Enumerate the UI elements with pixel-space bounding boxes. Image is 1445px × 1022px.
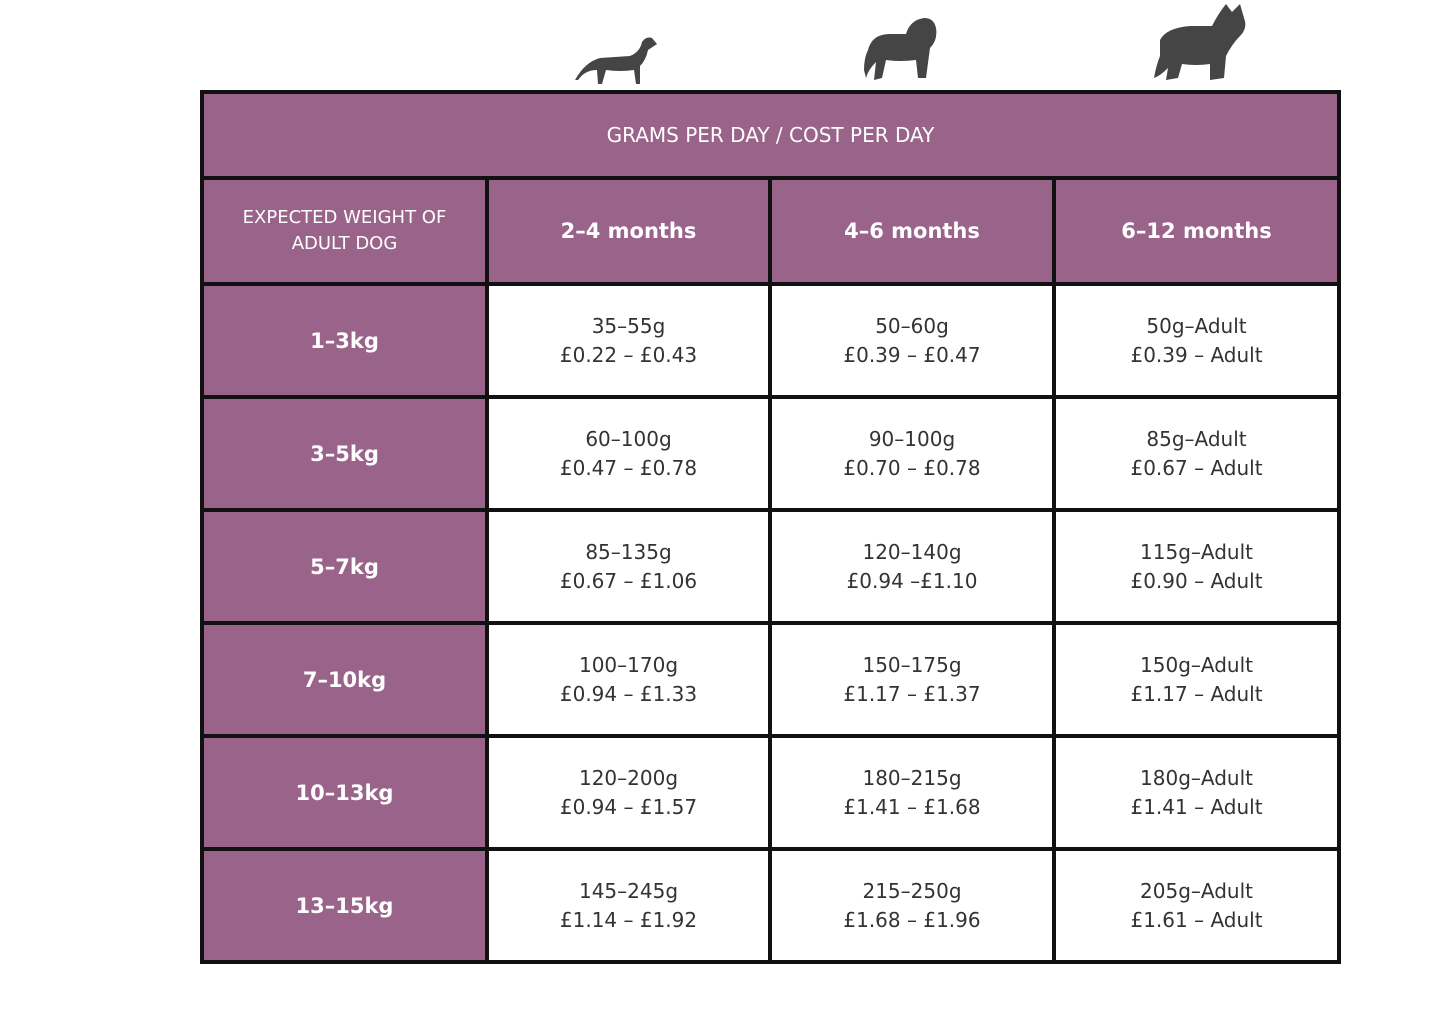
grams-per-day: 215–250g: [862, 878, 962, 903]
grams-per-day: 90–100g: [868, 426, 956, 451]
table-row: 7–10kg 100–170g £0.94 – £1.33 150–175g £1.17…: [200, 621, 1342, 738]
grams-per-day: 120–200g: [578, 765, 679, 790]
data-cell: 150–175g £1.17 – £1.37: [768, 621, 1056, 738]
data-cell: 205g–Adult £1.61 – Adult: [1051, 847, 1342, 964]
table-row: 13–15kg 145–245g £1.14 – £1.92 215–250g £1.6…: [200, 847, 1342, 964]
grams-per-day: 60–100g: [585, 426, 672, 451]
data-cell: 180–215g £1.41 – £1.68: [768, 734, 1056, 851]
cost-per-day: £1.61 – Adult: [1130, 907, 1263, 932]
grams-per-day: 100–170g: [578, 652, 679, 677]
bulldog-icon: [1154, 4, 1246, 80]
cost-per-day: £1.68 – £1.96: [843, 907, 981, 932]
grams-per-day: 180g–Adult: [1140, 765, 1253, 790]
cost-per-day: £1.14 – £1.92: [559, 907, 698, 932]
data-cell: 115g–Adult £0.90 – Adult: [1051, 508, 1342, 625]
grams-per-day: 120–140g: [862, 539, 962, 564]
grams-per-day: 150g–Adult: [1140, 652, 1253, 677]
data-cell: 60–100g £0.47 – £0.78: [485, 395, 772, 512]
row-label: 5–7kg: [200, 508, 489, 625]
data-cell: 85g–Adult £0.67 – Adult: [1051, 395, 1342, 512]
corner-header: EXPECTED WEIGHT OF ADULT DOG: [200, 176, 489, 286]
table-title: GRAMS PER DAY / COST PER DAY: [199, 90, 1342, 180]
grams-per-day: 205g–Adult: [1140, 878, 1253, 903]
data-cell: 215–250g £1.68 – £1.96: [768, 847, 1056, 964]
table-row: 10–13kg 120–200g £0.94 – £1.57 180–215g £1.4…: [200, 734, 1342, 851]
data-cell: 150g–Adult £1.17 – Adult: [1051, 621, 1342, 738]
column-header: 4–6 months: [768, 176, 1056, 286]
data-cell: 180g–Adult £1.41 – Adult: [1051, 734, 1342, 851]
column-header: 6–12 months: [1051, 176, 1342, 286]
grams-per-day: 85g–Adult: [1146, 426, 1247, 451]
grams-per-day: 115g–Adult: [1140, 539, 1253, 564]
cost-per-day: £0.94 – £1.57: [559, 794, 698, 819]
cost-per-day: £0.67 – £1.06: [559, 568, 698, 593]
table-row: 1–3kg 35–55g £0.22 – £0.43 50–60g £0.39 – £0…: [200, 282, 1342, 399]
table-row: 5–7kg 85–135g £0.67 – £1.06 120–140g £0.94 –…: [200, 508, 1342, 625]
dog-icons: [575, 4, 1246, 84]
cost-per-day: £0.39 – Adult: [1130, 342, 1263, 367]
cost-per-day: £1.17 – £1.37: [843, 681, 981, 706]
cost-per-day: £0.70 – £0.78: [843, 455, 981, 480]
grams-per-day: 145–245g: [578, 878, 679, 903]
dachshund-icon: [575, 37, 657, 84]
cost-per-day: £0.39 – £0.47: [843, 342, 981, 367]
row-label: 3–5kg: [200, 395, 489, 512]
grams-per-day: 35–55g: [591, 313, 666, 338]
data-cell: 145–245g £1.14 – £1.92: [485, 847, 772, 964]
cost-per-day: £1.17 – Adult: [1130, 681, 1263, 706]
data-cell: 120–140g £0.94 –£1.10: [768, 508, 1056, 625]
cost-per-day: £1.41 – £1.68: [843, 794, 981, 819]
data-cell: 50g–Adult £0.39 – Adult: [1051, 282, 1342, 399]
cost-per-day: £0.67 – Adult: [1130, 455, 1263, 480]
cost-per-day: £0.47 – £0.78: [559, 455, 698, 480]
cost-per-day: £1.41 – Adult: [1130, 794, 1263, 819]
grams-per-day: 50–60g: [875, 313, 949, 338]
grams-per-day: 180–215g: [862, 765, 962, 790]
row-label: 13–15kg: [200, 847, 489, 964]
data-cell: 35–55g £0.22 – £0.43: [485, 282, 772, 399]
table-row: 3–5kg 60–100g £0.47 – £0.78 90–100g £0.70 – …: [200, 395, 1342, 512]
grams-per-day: 50g–Adult: [1146, 313, 1247, 338]
cost-per-day: £0.94 –£1.10: [846, 568, 978, 593]
data-cell: 120–200g £0.94 – £1.57: [485, 734, 772, 851]
data-cell: 100–170g £0.94 – £1.33: [485, 621, 772, 738]
row-label: 10–13kg: [200, 734, 489, 851]
pug-icon: [864, 18, 937, 80]
cost-per-day: £0.22 – £0.43: [559, 342, 698, 367]
data-cell: 90–100g £0.70 – £0.78: [768, 395, 1056, 512]
data-cell: 50–60g £0.39 – £0.47: [768, 282, 1056, 399]
row-label: 7–10kg: [200, 621, 489, 738]
grams-per-day: 150–175g: [862, 652, 962, 677]
column-header: 2–4 months: [485, 176, 772, 286]
cost-per-day: £0.90 – Adult: [1130, 568, 1263, 593]
data-cell: 85–135g £0.67 – £1.06: [485, 508, 772, 625]
grams-per-day: 85–135g: [585, 539, 672, 564]
cost-per-day: £0.94 – £1.33: [559, 681, 698, 706]
row-label: 1–3kg: [200, 282, 489, 399]
feeding-table: GRAMS PER DAY / COST PER DAY EXPECTED WE…: [199, 90, 1342, 964]
